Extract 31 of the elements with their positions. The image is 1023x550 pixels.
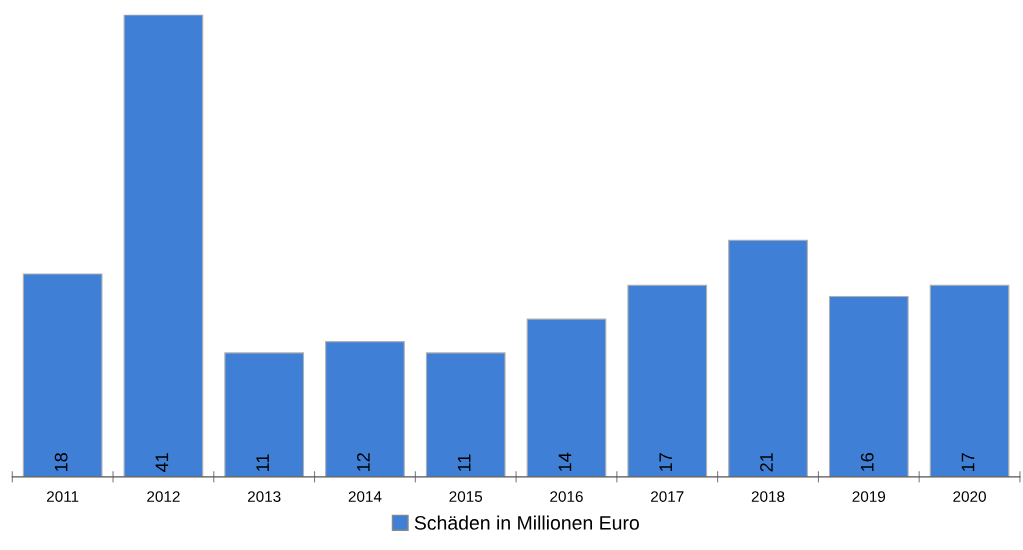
x-tick-label: 2013	[247, 491, 281, 502]
data-label: 12	[357, 453, 370, 471]
data-label: 21	[760, 453, 773, 472]
data-label: 14	[558, 452, 572, 471]
bar	[22, 273, 103, 477]
data-label: 11	[457, 454, 471, 471]
x-tick-label: 2012	[147, 491, 180, 502]
bar	[929, 284, 1010, 477]
x-tick-label: 2016	[550, 491, 583, 502]
x-tick-label: 2018	[751, 491, 785, 502]
x-tick-label: 2020	[953, 491, 986, 502]
bar	[627, 284, 708, 477]
bar	[123, 14, 204, 477]
data-label: 41	[155, 453, 169, 472]
legend-label: Schäden in Millionen Euro	[414, 515, 639, 530]
bar	[728, 239, 808, 477]
x-tick-label: 2019	[852, 491, 886, 502]
data-label: 16	[860, 453, 874, 471]
bar	[425, 352, 506, 477]
x-tick-label: 2014	[348, 491, 382, 502]
data-label: 17	[659, 453, 672, 471]
x-tick-label: 2015	[449, 491, 483, 502]
bar	[224, 352, 305, 477]
data-label: 17	[961, 453, 975, 471]
x-tick-label: 2017	[651, 491, 684, 502]
data-label: 18	[54, 453, 68, 471]
bar	[526, 318, 607, 477]
data-label: 11	[256, 454, 269, 471]
bar	[325, 341, 405, 477]
x-tick-label: 2011	[47, 491, 79, 502]
bar	[828, 296, 909, 477]
